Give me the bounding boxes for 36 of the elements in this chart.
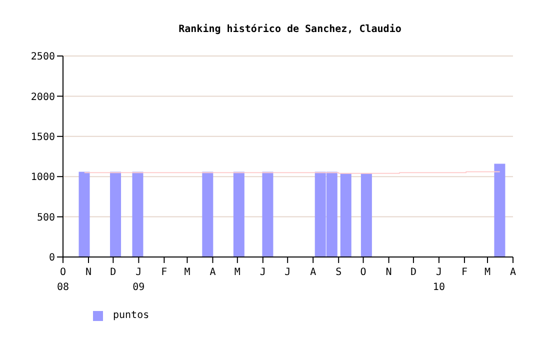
x-tick-label: A xyxy=(510,267,516,278)
bar xyxy=(340,173,352,257)
x-tick-label: M xyxy=(234,267,240,278)
bar xyxy=(132,172,144,257)
bar xyxy=(360,173,372,257)
x-tick-label: M xyxy=(184,267,190,278)
bar xyxy=(494,164,506,257)
y-tick-label: 2500 xyxy=(30,52,55,63)
bar xyxy=(202,172,214,257)
bar xyxy=(233,172,244,257)
y-tick-label: 0 xyxy=(48,252,55,264)
y-tick-label: 2000 xyxy=(30,92,55,103)
x-tick-label: M xyxy=(484,267,491,278)
x-tick-label: S xyxy=(336,267,342,278)
bar xyxy=(110,172,122,257)
x-tick-label: D xyxy=(410,267,416,278)
y-tick-label: 500 xyxy=(36,212,55,224)
chart-title: Ranking histórico de Sanchez, Claudio xyxy=(178,24,402,35)
x-tick-label: N xyxy=(85,267,92,278)
x-tick-label: J xyxy=(284,267,291,278)
x-tick-label: A xyxy=(310,267,316,278)
x-tick-label: F xyxy=(461,267,468,278)
x-tick-label: A xyxy=(210,267,216,278)
x-tick-label: J 09 xyxy=(132,267,145,293)
x-tick-label: N xyxy=(386,267,392,278)
x-tick-label: J xyxy=(260,267,266,278)
x-tick-label: F xyxy=(161,267,168,278)
x-tick-label: O 08 xyxy=(56,267,70,293)
x-tick-label: D xyxy=(110,267,116,278)
x-tick-label: J 10 xyxy=(432,267,445,293)
legend-label: puntos xyxy=(113,310,150,321)
x-tick-label: O xyxy=(360,267,366,278)
bar xyxy=(78,172,90,257)
bar xyxy=(262,172,274,257)
y-tick-label: 1000 xyxy=(30,172,55,184)
y-tick-label: 1500 xyxy=(30,132,55,143)
